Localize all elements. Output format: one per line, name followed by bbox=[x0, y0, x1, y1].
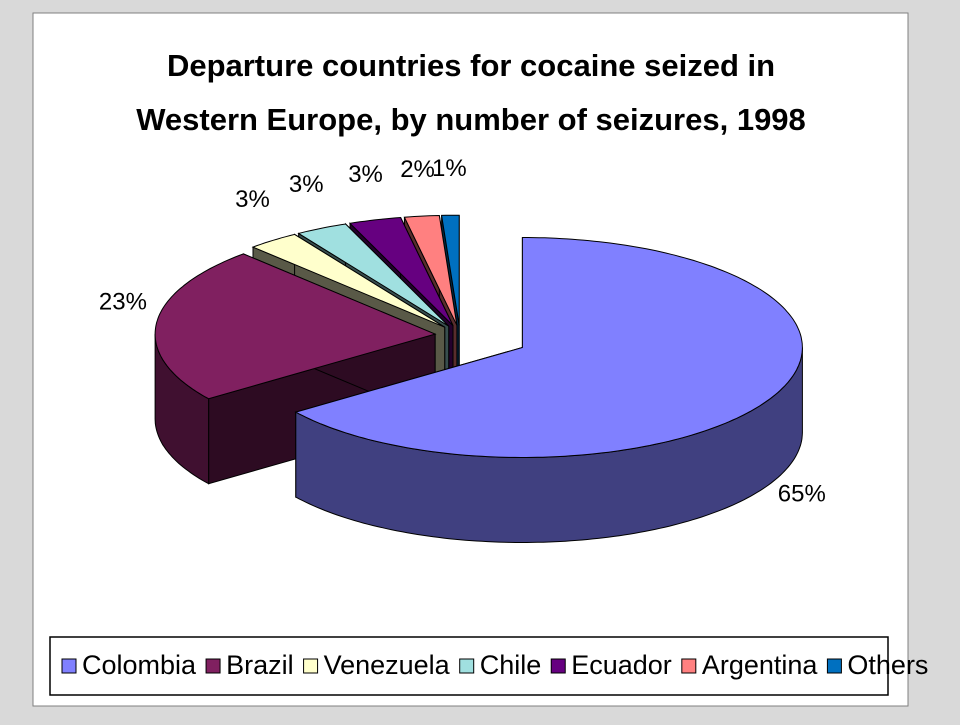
legend-swatch bbox=[550, 658, 566, 674]
data-label: 1% bbox=[432, 155, 467, 182]
legend-items: Colombia Brazil Venezuela Chile Ecuador Argen… bbox=[61, 650, 928, 680]
legend-label: Brazil bbox=[226, 650, 294, 680]
slice bbox=[154, 253, 437, 400]
slice bbox=[251, 233, 445, 328]
pie bbox=[154, 214, 803, 543]
legend-swatch bbox=[303, 658, 319, 674]
legend-swatch bbox=[205, 658, 221, 674]
data-label: 23% bbox=[99, 288, 147, 315]
legend-label: Others bbox=[847, 650, 928, 680]
slice bbox=[294, 237, 803, 543]
legend-swatch bbox=[61, 658, 77, 674]
legend-swatch bbox=[459, 658, 475, 674]
slice bbox=[403, 214, 458, 326]
legend-label: Ecuador bbox=[571, 650, 672, 680]
legend-swatch bbox=[681, 658, 697, 674]
legend-swatch bbox=[826, 658, 842, 674]
slice bbox=[294, 237, 803, 458]
data-labels: 1%2% 3% 3% 3% 23% 65% bbox=[99, 155, 826, 507]
data-label: 2% bbox=[400, 156, 435, 183]
chart-title: Departure countries for cocaine seized i… bbox=[167, 48, 775, 83]
legend-label: Colombia bbox=[82, 650, 197, 680]
data-label: 3% bbox=[289, 171, 324, 198]
slice bbox=[297, 223, 450, 327]
data-label: 3% bbox=[235, 186, 270, 213]
slice bbox=[441, 214, 460, 326]
data-label: 65% bbox=[778, 480, 826, 507]
legend-label: Venezuela bbox=[324, 650, 451, 680]
data-label: 3% bbox=[348, 161, 383, 188]
legend-label: Argentina bbox=[702, 650, 819, 680]
slice bbox=[348, 216, 454, 326]
legend-label: Chile bbox=[480, 650, 542, 680]
chart-title: Western Europe, by number of seizures, 1… bbox=[136, 102, 806, 137]
